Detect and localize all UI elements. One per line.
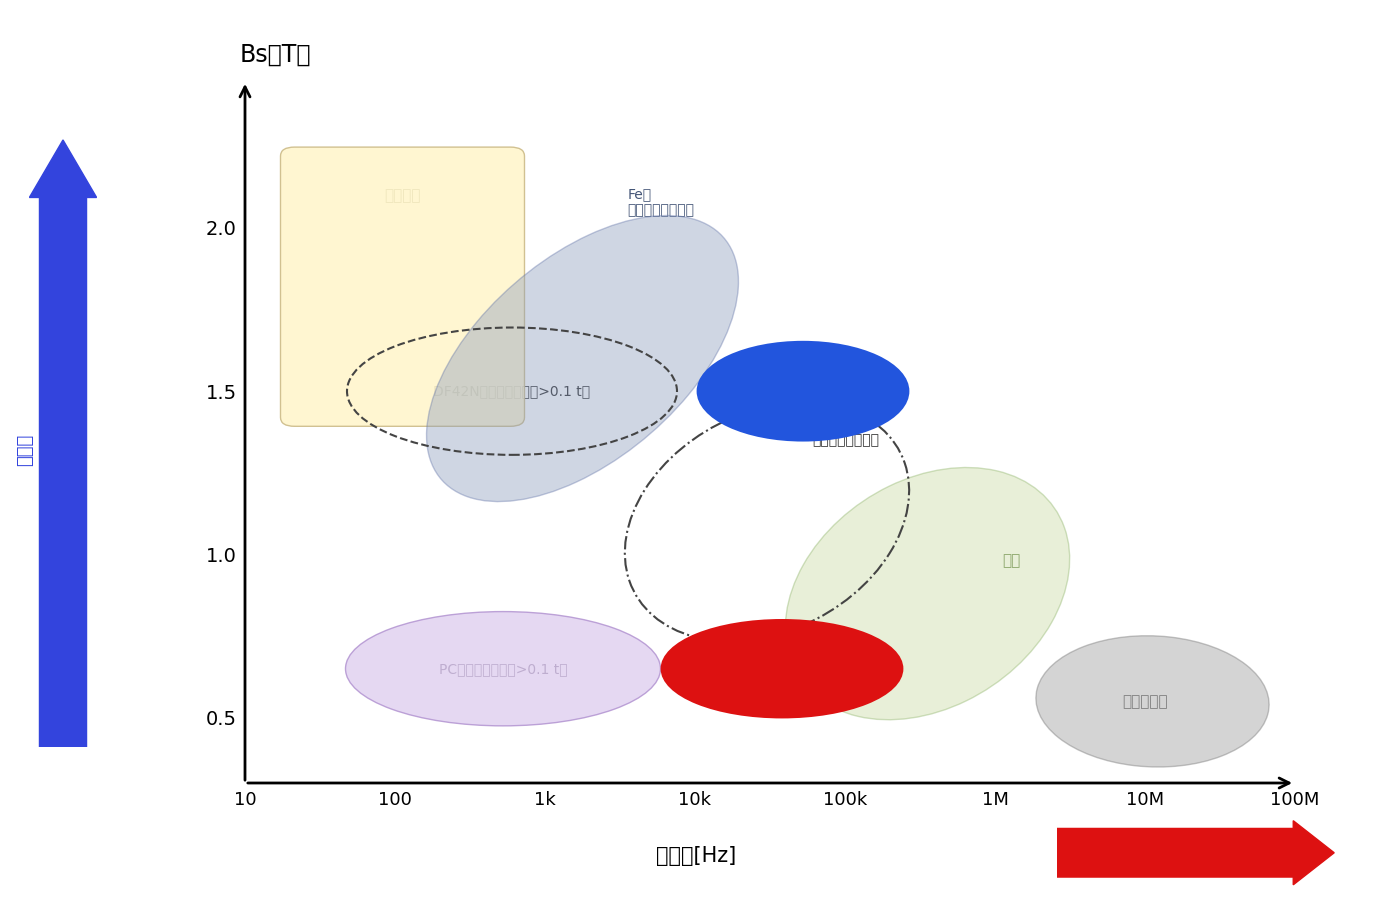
Text: フェライト: フェライト bbox=[1123, 694, 1168, 709]
Text: PCパーマロイ帯（>0.1 t）: PCパーマロイ帯（>0.1 t） bbox=[438, 662, 567, 676]
Text: 強磁性: 強磁性 bbox=[17, 434, 34, 466]
Text: 飽
和
磁
束
密
度: 飽 和 磁 束 密 度 bbox=[57, 399, 69, 520]
FancyArrow shape bbox=[29, 140, 97, 747]
FancyArrow shape bbox=[1057, 821, 1334, 885]
Text: STARPAS®-DF42N: STARPAS®-DF42N bbox=[704, 382, 902, 400]
Text: 電磁鋼板: 電磁鋼板 bbox=[384, 188, 421, 202]
Text: 高速動作: 高速動作 bbox=[1165, 841, 1221, 865]
Text: DF42Nパーマロイ帯（>0.1 t）: DF42Nパーマロイ帯（>0.1 t） bbox=[434, 384, 591, 398]
Text: Fe基
アモルファス合金: Fe基 アモルファス合金 bbox=[627, 186, 694, 217]
Text: STARPAS®-PC2S: STARPAS®-PC2S bbox=[692, 659, 872, 679]
Text: ナノ結晶リボン材: ナノ結晶リボン材 bbox=[812, 433, 879, 447]
Text: Bs（T）: Bs（T） bbox=[239, 43, 311, 67]
Text: 粉末: 粉末 bbox=[1002, 554, 1021, 569]
Text: 周波数[Hz]: 周波数[Hz] bbox=[657, 846, 736, 866]
